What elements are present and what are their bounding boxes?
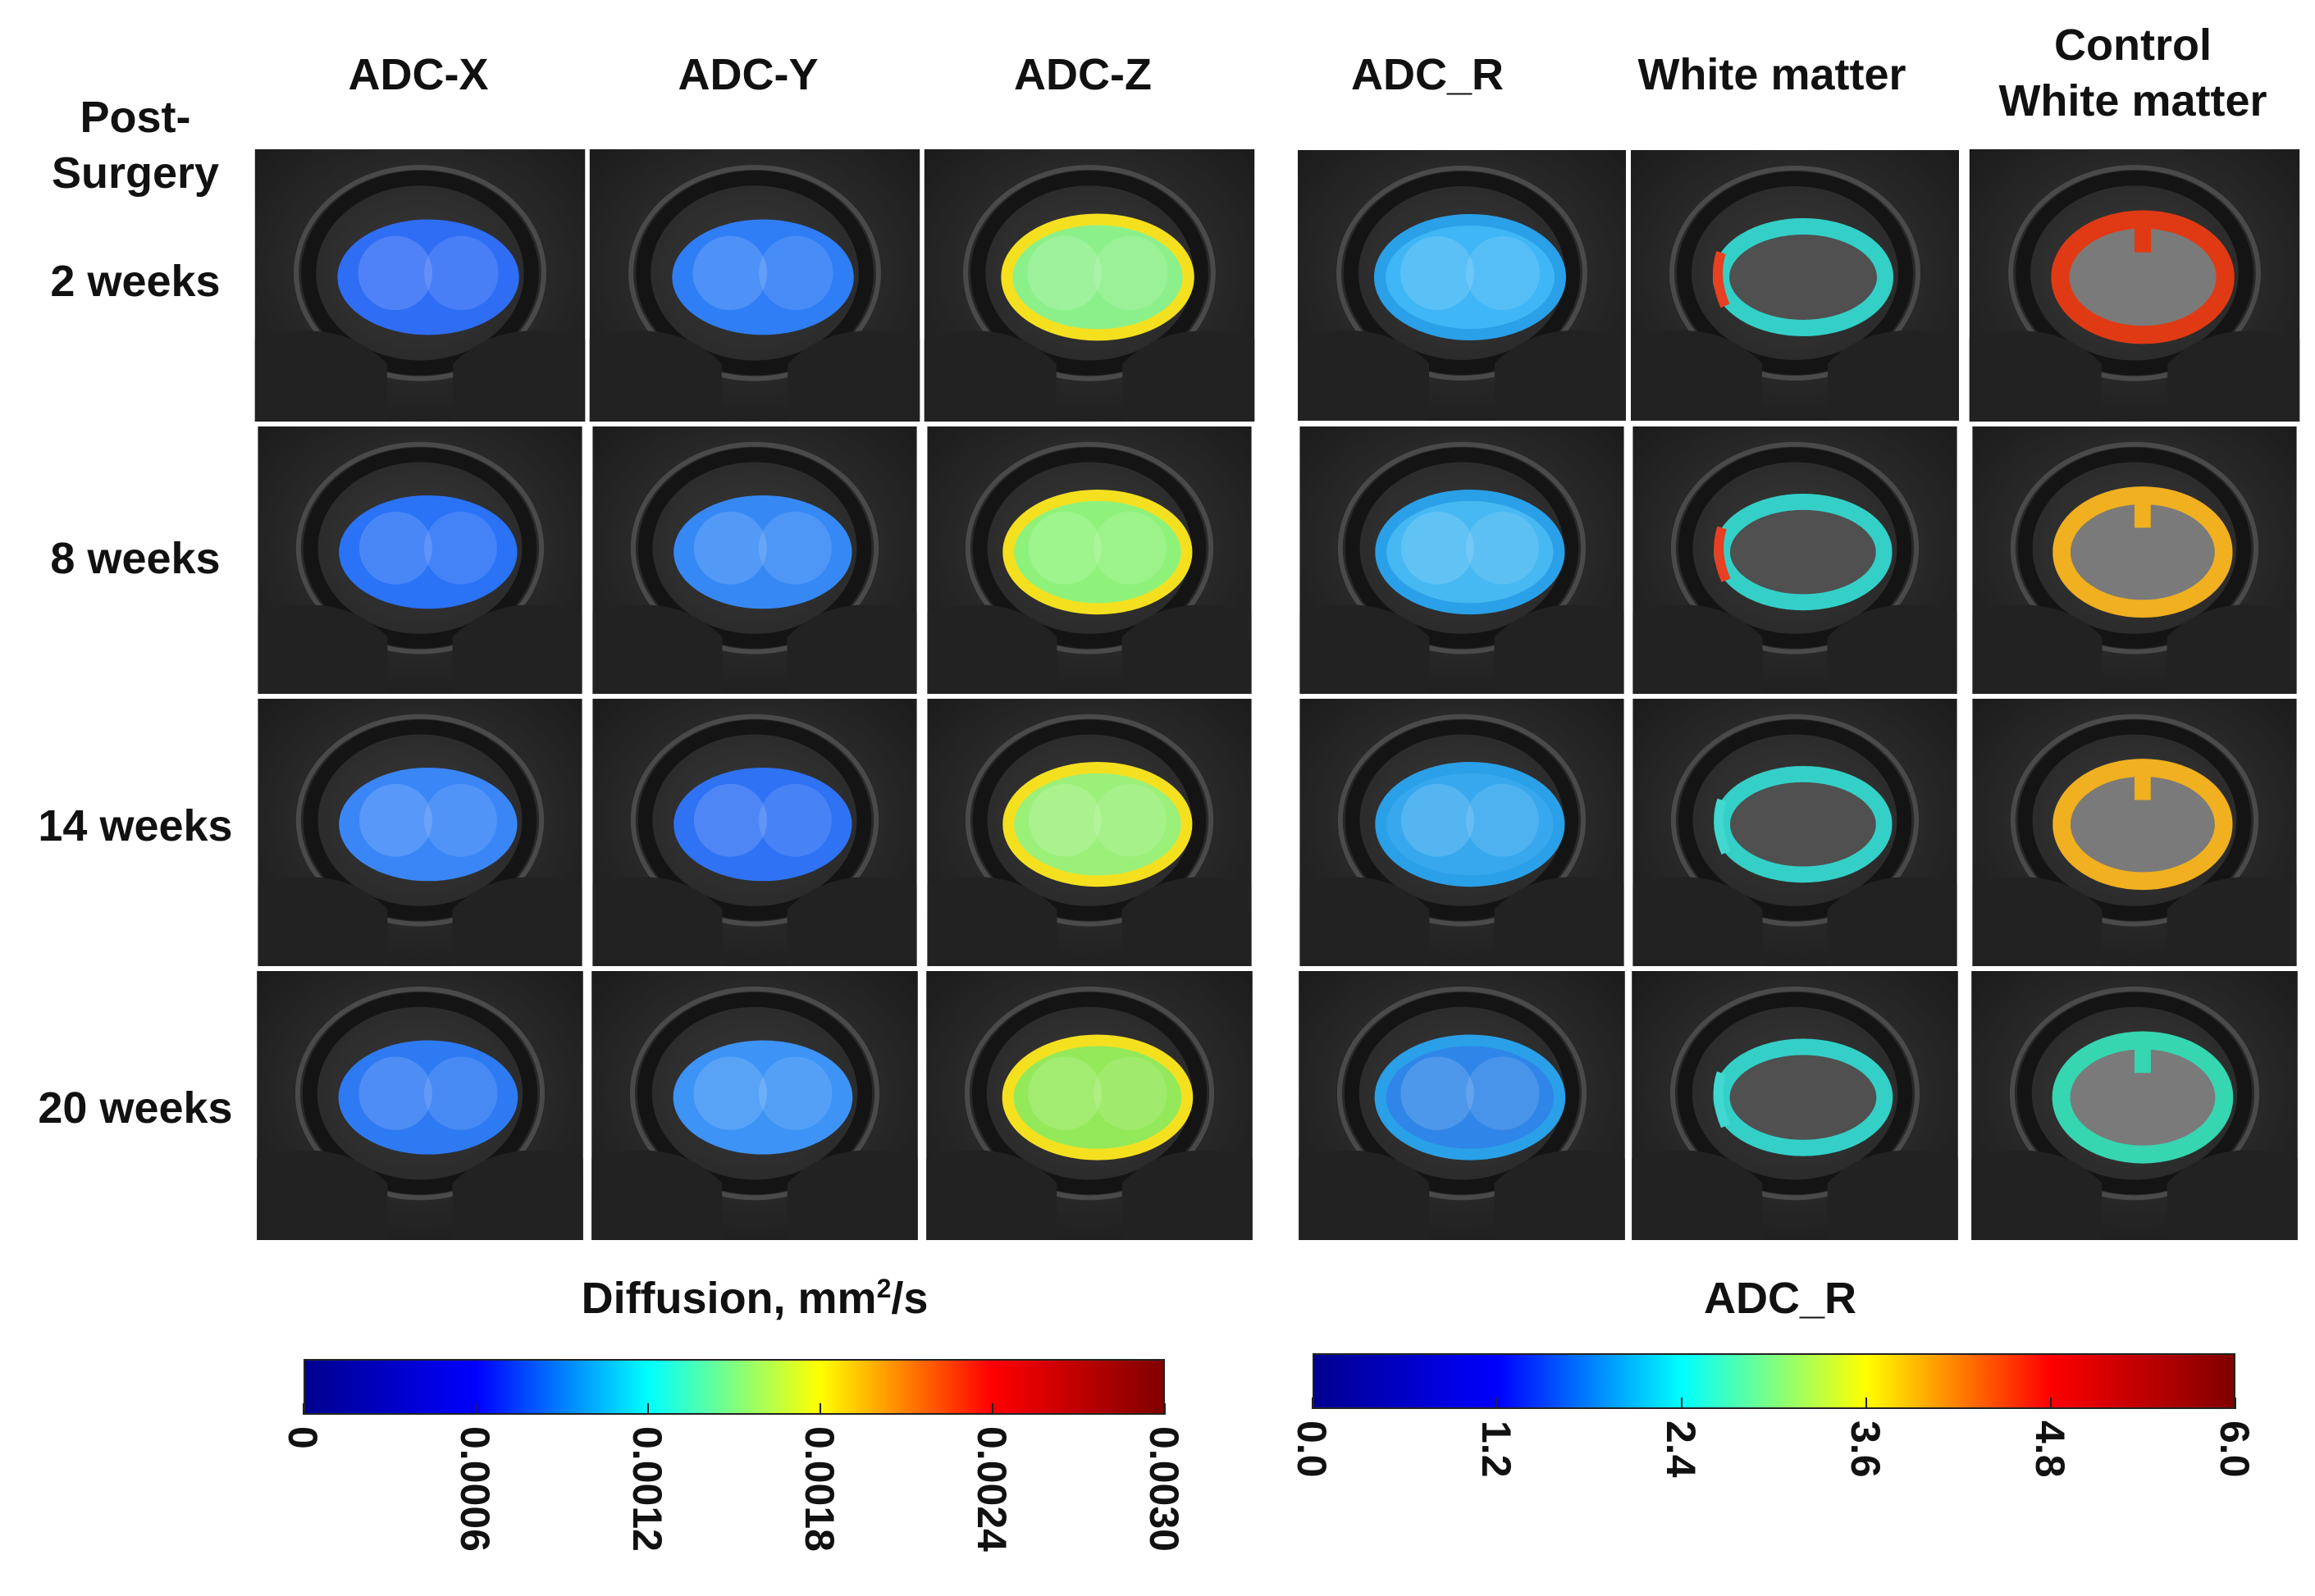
- row-header-line1: Post-: [80, 93, 191, 142]
- mri-panel-adc-x-row-3: [254, 699, 586, 966]
- colorbar-right-tick-mark: [1681, 1398, 1683, 1409]
- colorbar-right-tick-label: 3.6: [1842, 1420, 1888, 1478]
- column-header-white-matter: White matter: [1637, 50, 1906, 99]
- colorbar-right: [1313, 1353, 2235, 1409]
- mri-panel-white-matter-row-4: [1631, 971, 1959, 1240]
- mri-panel-white-matter-row-1: [1631, 149, 1959, 422]
- mri-panel-adc-z-row-2: [924, 426, 1255, 694]
- mri-panel-adc-x-row-2: [254, 426, 586, 694]
- colorbar-left-title-tail: /s: [891, 1274, 929, 1323]
- colorbar-left-tick-label: 0.0018: [797, 1426, 842, 1552]
- column-header-adc-r: ADC_R: [1350, 50, 1505, 99]
- colorbar-left-tick-label: 0.0006: [452, 1426, 498, 1552]
- colorbar-left: [304, 1359, 1165, 1415]
- row-label-20-weeks: 20 weeks: [38, 1083, 233, 1133]
- colorbar-right-tick-label: 1.2: [1473, 1420, 1519, 1478]
- colorbar-left-tick-label: 0: [280, 1426, 326, 1449]
- colorbar-left-tick-mark: [647, 1403, 649, 1415]
- column-header-adc-y: ADC-Y: [678, 50, 819, 99]
- colorbar-right-tick-mark: [2235, 1398, 2236, 1409]
- mri-panel-adc-x-row-4: [254, 971, 586, 1240]
- mri-panel-adc-r-row-2: [1298, 426, 1626, 694]
- column-header-adc-z: ADC-Z: [1014, 50, 1152, 99]
- colorbar-left-tick-mark: [475, 1403, 477, 1415]
- colorbar-left-title-main: Diffusion, mm: [581, 1274, 877, 1323]
- row-label-14-weeks: 14 weeks: [38, 801, 233, 850]
- mri-panel-adc-r-row-3: [1298, 699, 1626, 966]
- mri-panel-white-matter-row-2: [1631, 426, 1959, 694]
- mri-panel-adc-x-row-1: [254, 149, 586, 422]
- row-header-title: Post- Surgery: [33, 90, 238, 201]
- colorbar-left-tick-label: 0.0012: [624, 1426, 670, 1552]
- colorbar-left-tick-mark: [1164, 1403, 1166, 1415]
- row-label-2-weeks: 2 weeks: [50, 257, 221, 306]
- column-header-control-white-matter: Control White matter: [1952, 18, 2313, 129]
- control-header-line2: White matter: [1998, 75, 2267, 125]
- mri-panel-adc-y-row-1: [589, 149, 920, 422]
- mri-panel-adc-r-row-1: [1298, 149, 1626, 422]
- row-header-line2: Surgery: [51, 148, 220, 198]
- colorbar-left-tick-label: 0.0030: [1141, 1426, 1187, 1552]
- mri-panel-adc-y-row-4: [589, 971, 920, 1240]
- colorbar-left-tick-mark: [820, 1403, 821, 1415]
- colorbar-right-tick-label: 2.4: [1658, 1420, 1704, 1478]
- colorbar-right-tick-mark: [1865, 1398, 1867, 1409]
- colorbar-left-tick-mark: [992, 1403, 993, 1415]
- mri-panel-adc-r-row-4: [1298, 971, 1626, 1240]
- colorbar-right-tick-label: 4.8: [2027, 1420, 2073, 1478]
- colorbar-left-tick-mark: [303, 1403, 304, 1415]
- colorbar-right-tick-label: 6.0: [2212, 1420, 2258, 1478]
- colorbar-right-tick-mark: [2050, 1398, 2052, 1409]
- colorbar-right-tick-mark: [1496, 1398, 1498, 1409]
- mri-panel-adc-y-row-2: [589, 426, 920, 694]
- row-label-8-weeks: 8 weeks: [50, 534, 221, 583]
- colorbar-left-title: Diffusion, mm2/s: [509, 1273, 1001, 1324]
- mri-panel-white-matter-row-3: [1631, 699, 1959, 966]
- mri-panel-control-white-matter-row-2: [1969, 426, 2300, 694]
- mri-panel-control-white-matter-row-4: [1969, 971, 2300, 1240]
- mri-panel-adc-y-row-3: [589, 699, 920, 966]
- mri-panel-control-white-matter-row-3: [1969, 699, 2300, 966]
- mri-panel-control-white-matter-row-1: [1969, 149, 2300, 422]
- colorbar-left-tick-label: 0.0024: [969, 1426, 1015, 1552]
- colorbar-right-tick-label: 0.0: [1289, 1420, 1335, 1478]
- column-header-adc-x: ADC-X: [348, 50, 489, 99]
- colorbar-left-title-sup: 2: [876, 1274, 892, 1303]
- colorbar-right-title: ADC_R: [1703, 1274, 1857, 1323]
- mri-panel-adc-z-row-4: [924, 971, 1255, 1240]
- colorbar-right-tick-mark: [1312, 1398, 1313, 1409]
- mri-panel-adc-z-row-3: [924, 699, 1255, 966]
- control-header-line1: Control: [2054, 21, 2212, 70]
- mri-panel-adc-z-row-1: [924, 149, 1255, 422]
